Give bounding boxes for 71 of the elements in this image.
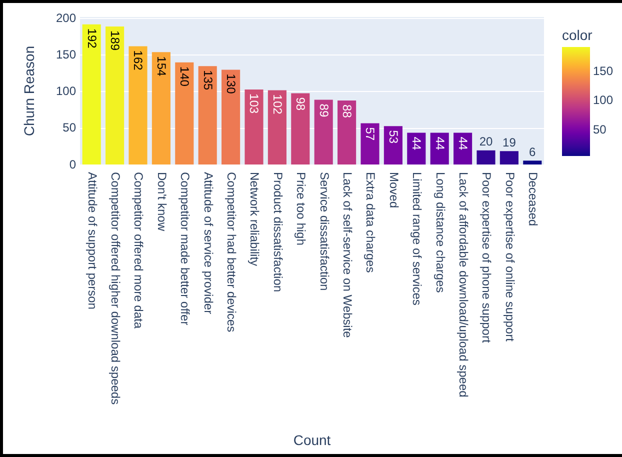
- x-tick-label: Poor expertise of online support: [502, 172, 517, 342]
- x-tick-label: Product dissatisfaction: [270, 172, 285, 292]
- x-axis-title: Count: [293, 432, 331, 448]
- bar: [360, 123, 380, 164]
- x-tick-label: Deceased: [526, 172, 540, 226]
- data-label: 102: [270, 94, 284, 115]
- data-label: 6: [529, 144, 536, 159]
- data-label: 162: [131, 50, 146, 71]
- data-label: 130: [224, 74, 238, 94]
- x-tick-label: Price too high: [294, 172, 308, 246]
- bar: [454, 132, 472, 164]
- x-tick-label: Attitude of support person: [85, 172, 100, 310]
- data-label: 192: [84, 28, 99, 49]
- x-tick-label: Limited range of services: [410, 172, 424, 306]
- color-bar-title: color: [562, 27, 593, 43]
- x-tick-label: Lack of self-service on Website: [340, 172, 354, 338]
- data-label: 88: [340, 104, 354, 118]
- bar: [430, 132, 449, 164]
- data-label: 44: [432, 136, 447, 150]
- x-tick-label: Competitor made better offer: [178, 172, 192, 326]
- x-tick-label: Extra data charges: [364, 172, 378, 273]
- x-tick-label: Lack of affordable download/upload speed: [456, 172, 470, 398]
- bar: [82, 24, 101, 164]
- x-tick-label: Don't know: [154, 172, 169, 232]
- bar: [175, 62, 194, 164]
- data-label: 44: [410, 136, 424, 150]
- bar: [291, 93, 310, 164]
- y-tick-label: 200: [56, 10, 76, 25]
- data-label: 57: [363, 127, 378, 141]
- x-tick-label: Competitor had better devices: [224, 172, 238, 332]
- bar: [314, 100, 333, 164]
- y-axis-title: Churn Reason: [20, 46, 37, 136]
- x-tick-label: Attitude of service provider: [201, 172, 216, 314]
- bar: [152, 52, 170, 164]
- data-label: 103: [247, 94, 262, 114]
- data-label: 98: [294, 97, 308, 111]
- color-bar-label: 50: [593, 122, 607, 137]
- data-label: 89: [316, 104, 331, 118]
- x-tick-label: Moved: [386, 172, 401, 208]
- bar: [106, 26, 124, 164]
- bar: [476, 150, 496, 164]
- bar: [338, 100, 356, 164]
- y-tick-label: 100: [56, 84, 76, 98]
- data-label: 20: [479, 134, 493, 149]
- color-bar-label: 150: [593, 64, 614, 78]
- data-label: 154: [154, 56, 168, 77]
- y-tick-label: 0: [69, 157, 76, 172]
- x-tick-label: Long distance charges: [433, 172, 448, 293]
- data-label: 135: [200, 70, 215, 90]
- x-tick-label: Competitor offered more data: [132, 172, 146, 329]
- data-label: 189: [108, 30, 122, 51]
- data-label: 53: [386, 130, 400, 144]
- data-label: 140: [178, 66, 192, 87]
- y-tick-label: 150: [56, 47, 76, 62]
- x-tick-label: Service dissatisfaction: [317, 172, 332, 291]
- bar: [268, 90, 286, 164]
- bar: [384, 126, 402, 164]
- bar: [222, 70, 240, 164]
- y-tick-label: 50: [62, 120, 76, 135]
- bar: [523, 160, 542, 164]
- x-tick-label: Network reliability: [248, 172, 262, 266]
- x-tick-label: Competitor offered higher download speeds: [108, 172, 122, 405]
- data-label: 44: [456, 136, 470, 150]
- data-label: 19: [502, 135, 516, 150]
- x-tick-label: Poor expertise of phone support: [480, 172, 494, 344]
- bar: [500, 151, 518, 164]
- bar: [198, 66, 217, 164]
- color-bar-label: 100: [593, 93, 614, 108]
- bar: [244, 90, 264, 164]
- bar: [128, 46, 148, 164]
- bar: [407, 132, 426, 164]
